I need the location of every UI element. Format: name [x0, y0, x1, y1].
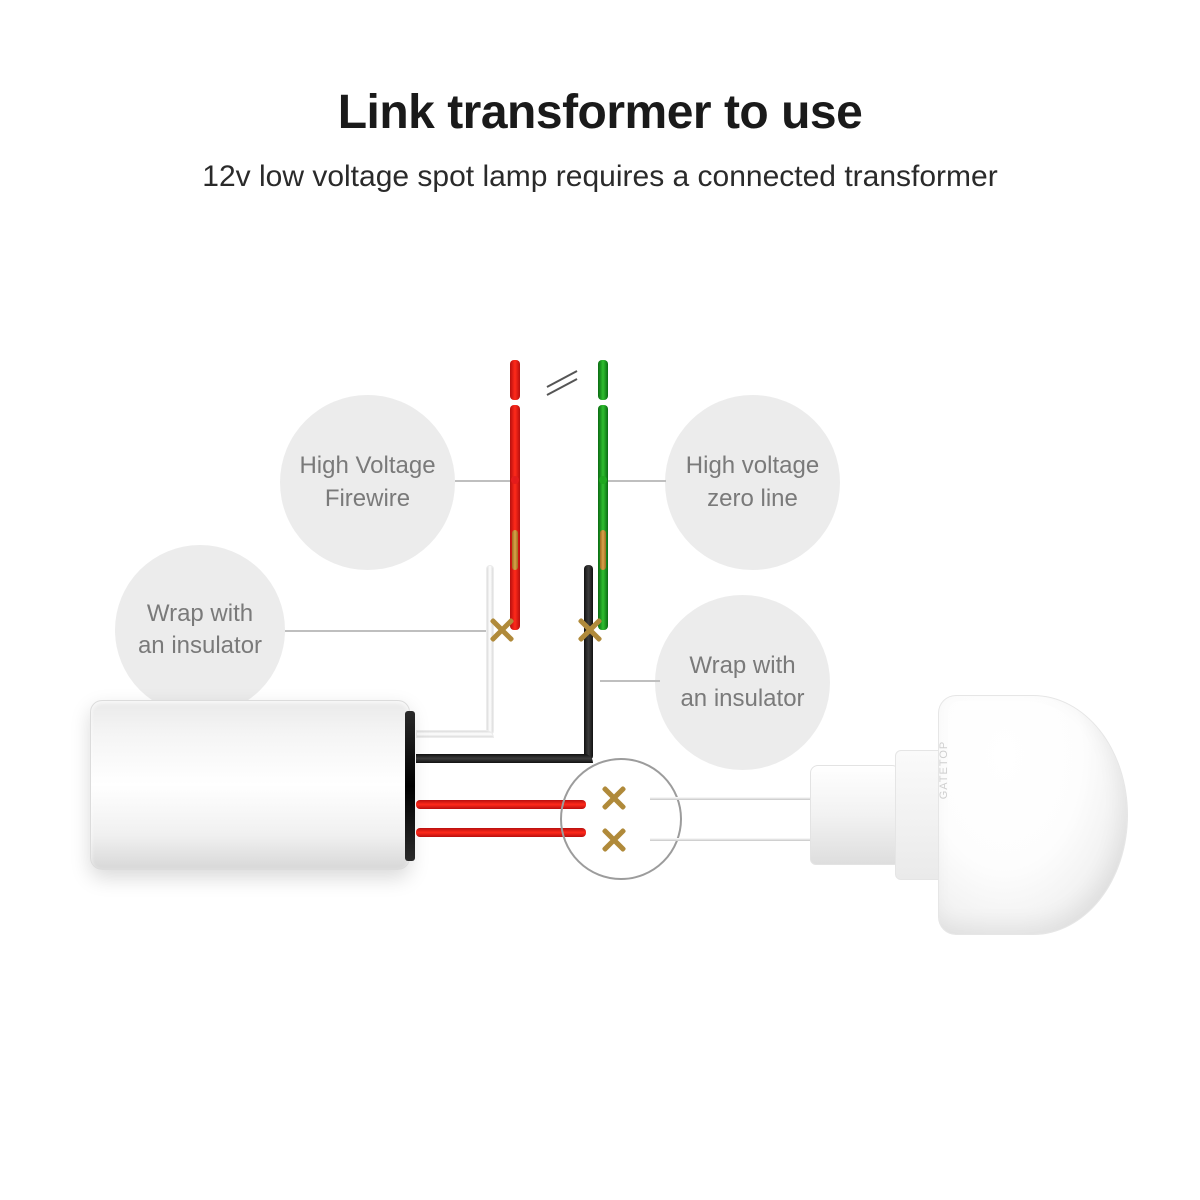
splice-x-icon — [600, 784, 628, 812]
wire-white — [486, 565, 494, 735]
splice-x-icon — [576, 616, 604, 644]
label-hv-zeroline: High voltage zero line — [665, 395, 840, 570]
label-wrap-right-l1: Wrap with — [689, 652, 795, 679]
led-bulb — [938, 695, 1128, 935]
dot-icon — [599, 476, 607, 484]
label-wrap-left-l2: an insulator — [138, 632, 262, 659]
connection-ring — [560, 758, 682, 880]
leader-line — [608, 480, 666, 482]
leader-line — [455, 480, 510, 482]
splice-x-icon — [600, 826, 628, 854]
bare-copper — [512, 530, 518, 570]
label-hv-zeroline-l1: High voltage — [686, 452, 819, 479]
wire-white — [416, 730, 494, 738]
bare-copper — [600, 530, 606, 570]
wire-lowv — [650, 797, 815, 800]
wire-green — [598, 405, 608, 630]
label-wrap-left: Wrap with an insulator — [115, 545, 285, 715]
label-wrap-right-l2: an insulator — [680, 685, 804, 712]
leader-line — [285, 630, 490, 632]
wire-black — [416, 754, 593, 763]
wire-lowv — [650, 838, 815, 841]
leader-line — [600, 680, 660, 682]
wire-green-input — [598, 360, 608, 400]
label-hv-firewire: High Voltage Firewire — [280, 395, 455, 570]
label-wrap-right: Wrap with an insulator — [655, 595, 830, 770]
splice-x-icon — [488, 616, 516, 644]
lamp-socket — [810, 765, 900, 865]
wire-red-input — [510, 360, 520, 400]
label-hv-firewire-l1: High Voltage — [299, 452, 435, 479]
page-title: Link transformer to use — [0, 85, 1200, 140]
label-hv-firewire-l2: Firewire — [325, 485, 410, 512]
bulb-brand-label: GATETOP — [938, 740, 950, 800]
dot-icon — [511, 476, 519, 484]
label-wrap-left-l1: Wrap with — [147, 600, 253, 627]
cut-mark-icon — [547, 378, 578, 396]
wire-red — [510, 405, 520, 630]
page-subtitle: 12v low voltage spot lamp requires a con… — [0, 160, 1200, 194]
transformer-box — [90, 700, 410, 870]
wire-black — [584, 565, 593, 760]
label-hv-zeroline-l2: zero line — [707, 485, 798, 512]
wiring-diagram: High Voltage Firewire High voltage zero … — [90, 380, 1110, 980]
